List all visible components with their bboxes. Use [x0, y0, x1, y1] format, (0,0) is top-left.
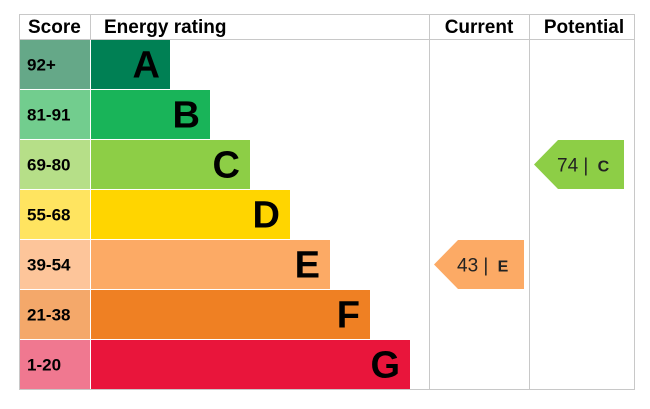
rating-markers: 43 | E 74 | C: [434, 140, 624, 289]
score-label-b: 81-91: [27, 106, 70, 125]
score-label-d: 55-68: [27, 206, 70, 225]
band-bar-g: [91, 340, 410, 389]
band-bar-b: [91, 90, 210, 139]
potential-band-letter: C: [598, 159, 610, 176]
current-value: 43 |: [457, 256, 494, 277]
current-header: Current: [445, 17, 514, 38]
score-label-e: 39-54: [27, 256, 71, 275]
grid-lines: [19, 14, 635, 390]
score-cell-a: [20, 40, 90, 89]
band-letter-a: A: [133, 45, 160, 87]
band-bar-e: [91, 240, 330, 289]
band-bar-d: [91, 190, 290, 239]
score-cell-d: [20, 190, 90, 239]
band-bar-c: [91, 140, 250, 189]
band-letter-b: B: [173, 95, 200, 137]
score-cell-e: [20, 240, 90, 289]
band-letter-g: G: [370, 345, 400, 387]
header-row: Score Energy rating Current Potential: [28, 17, 624, 38]
current-marker-label: 43 | E: [457, 256, 509, 277]
band-bar-f: [91, 290, 370, 339]
potential-marker: [534, 140, 624, 189]
score-label-a: 92+: [27, 56, 56, 75]
band-letter-f: F: [337, 295, 360, 337]
band-bar-a: [91, 40, 170, 89]
rating-header: Energy rating: [104, 17, 226, 38]
current-band-letter: E: [498, 259, 509, 276]
score-header: Score: [28, 17, 81, 38]
score-cell-c: [20, 140, 90, 189]
potential-value: 74 |: [557, 156, 594, 177]
band-letter-c: C: [213, 145, 240, 187]
score-cell-g: [20, 340, 90, 389]
score-cell-f: [20, 290, 90, 339]
potential-header: Potential: [544, 17, 624, 38]
score-label-c: 69-80: [27, 156, 70, 175]
potential-marker-label: 74 | C: [557, 156, 610, 177]
score-label-f: 21-38: [27, 306, 70, 325]
score-label-g: 1-20: [27, 356, 61, 375]
band-letter-e: E: [295, 245, 320, 287]
chart-frame: [19, 14, 635, 390]
band-letter-d: D: [253, 195, 280, 237]
current-marker: [434, 240, 524, 289]
score-cell-b: [20, 90, 90, 139]
rating-bands: 92+ A 81-91 B 69-80 C 55-68 D 39-54 E 21-38 F 1-20 G: [20, 40, 410, 389]
